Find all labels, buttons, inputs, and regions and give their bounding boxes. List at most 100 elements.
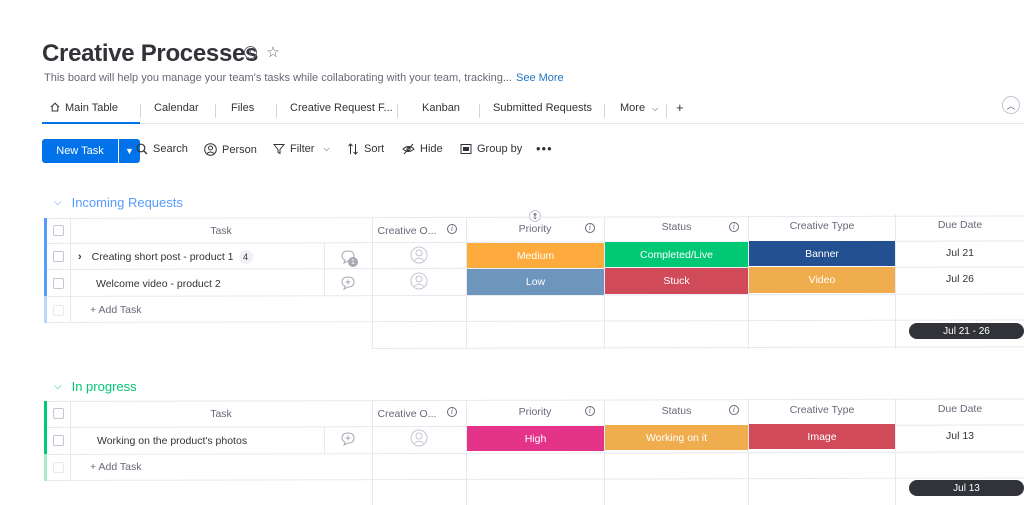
grid-line <box>748 399 749 505</box>
favorite-star-icon[interactable]: ☆ <box>266 44 280 61</box>
due-date-cell[interactable]: Jul 26 <box>945 272 975 285</box>
group-by-button[interactable]: Group by <box>460 143 522 155</box>
grid-line <box>466 401 467 505</box>
add-update-icon[interactable] <box>340 431 356 447</box>
status-cell[interactable]: Completed/Live <box>605 242 748 267</box>
add-task-input[interactable]: + Add Task <box>90 461 142 473</box>
grid-line <box>895 214 896 349</box>
column-info-icon[interactable]: i <box>447 407 457 417</box>
task-name[interactable]: Welcome video - product 2 <box>96 278 221 290</box>
hide-button[interactable]: Hide <box>402 143 443 155</box>
checkbox[interactable] <box>53 305 64 316</box>
tab-divider <box>604 104 605 118</box>
column-header-creative-type[interactable]: Creative Type <box>789 220 855 232</box>
checkbox[interactable] <box>53 278 64 289</box>
creative-type-cell[interactable]: Image <box>749 424 895 449</box>
grid-line <box>46 451 1024 455</box>
column-info-icon[interactable]: i <box>729 222 739 232</box>
tab-divider <box>397 104 398 118</box>
column-info-icon[interactable]: i <box>447 224 457 234</box>
see-more-link[interactable]: See More <box>515 72 564 84</box>
status-cell[interactable]: Working on it <box>605 425 748 450</box>
group-color-bar-faint <box>44 296 47 323</box>
column-header-creative-type[interactable]: Creative Type <box>789 404 855 416</box>
priority-cell[interactable]: Low <box>467 269 604 295</box>
board-description: This board will help you manage your tea… <box>44 72 564 84</box>
column-header-creative-owner[interactable]: Creative O... <box>377 407 437 420</box>
group-by-icon <box>460 144 472 154</box>
checkbox[interactable] <box>53 435 64 446</box>
group-title-incoming-requests[interactable]: ⌵ Incoming Requests <box>54 195 183 210</box>
avatar-placeholder-icon[interactable] <box>410 272 428 290</box>
column-header-creative-owner[interactable]: Creative O... <box>377 224 437 237</box>
more-actions-button[interactable]: ••• <box>536 141 553 156</box>
tab-submitted-requests[interactable]: Submitted Requests <box>493 102 593 114</box>
grid-line <box>324 427 325 454</box>
tab-files[interactable]: Files <box>231 102 255 114</box>
group-name: In progress <box>71 379 137 394</box>
new-task-dropdown[interactable]: ▼ <box>119 139 140 163</box>
group-color-bar-faint <box>44 454 47 481</box>
board-info-icon[interactable]: i <box>244 46 257 59</box>
priority-cell[interactable]: Medium <box>467 243 604 268</box>
checkbox[interactable] <box>53 462 64 473</box>
grid-line <box>895 398 896 505</box>
tab-kanban[interactable]: Kanban <box>422 102 460 114</box>
table-row[interactable]: Working on the product's photos <box>97 434 247 448</box>
checkbox[interactable] <box>53 408 64 419</box>
column-info-icon[interactable]: i <box>585 223 595 233</box>
column-header-status[interactable]: Status <box>661 405 692 417</box>
column-header-priority[interactable]: Priority <box>518 223 552 235</box>
creative-type-cell[interactable]: Banner <box>749 241 895 266</box>
tab-divider <box>479 104 480 118</box>
column-info-icon[interactable]: i <box>585 406 595 416</box>
tab-divider <box>215 104 216 118</box>
tab-calendar[interactable]: Calendar <box>154 102 199 114</box>
column-header-task: Task <box>210 407 232 420</box>
tab-creative-request-form[interactable]: Creative Request F... <box>290 102 393 114</box>
priority-cell[interactable]: High <box>467 426 604 451</box>
person-filter-button[interactable]: Person <box>204 143 257 156</box>
board-description-text: This board will help you manage your tea… <box>44 72 512 84</box>
column-header-due-date[interactable]: Due Date <box>937 403 983 415</box>
task-name[interactable]: Working on the product's photos <box>97 435 248 447</box>
checkbox[interactable] <box>53 225 64 236</box>
tab-main-table[interactable]: Main Table <box>50 102 118 114</box>
grid-line <box>46 319 1024 323</box>
table-row[interactable]: Welcome video - product 2 <box>96 277 221 291</box>
add-view-button[interactable]: + <box>676 100 684 115</box>
grid-line <box>604 217 605 349</box>
subitems-count-badge[interactable]: 4 <box>238 250 253 264</box>
due-date-cell[interactable]: Jul 13 <box>945 429 975 442</box>
filter-button[interactable]: Filter ⌵ <box>273 143 330 155</box>
creative-type-cell[interactable]: Video <box>749 267 895 293</box>
column-info-icon[interactable]: i <box>729 405 739 415</box>
group-title-in-progress[interactable]: ⌵ In progress <box>54 379 137 394</box>
new-task-button[interactable]: New Task <box>42 139 118 163</box>
task-name[interactable]: Creating short post - product 1 <box>91 251 234 263</box>
column-header-priority[interactable]: Priority <box>518 406 552 418</box>
add-update-icon[interactable] <box>340 275 356 291</box>
tab-more-label: More <box>620 102 646 114</box>
board-title: Creative Processes <box>42 40 259 67</box>
search-button[interactable]: Search <box>136 143 188 155</box>
avatar-placeholder-icon[interactable] <box>410 429 428 447</box>
tab-more[interactable]: More ⌵ <box>620 102 658 114</box>
status-cell[interactable]: Stuck <box>605 268 748 294</box>
due-date-summary: Jul 13 <box>909 480 1024 496</box>
avatar-placeholder-icon[interactable] <box>410 246 428 264</box>
column-header-task: Task <box>210 224 232 237</box>
sort-button[interactable]: Sort <box>347 143 384 155</box>
chevron-right-icon[interactable]: › <box>78 251 82 263</box>
collapse-header-button[interactable]: ︿ <box>1002 96 1020 114</box>
grid-line <box>372 218 373 349</box>
grid-line <box>70 401 71 481</box>
table-row[interactable]: › Creating short post - product 1 4 <box>78 250 253 264</box>
column-header-status[interactable]: Status <box>661 221 692 233</box>
checkbox[interactable] <box>53 251 64 262</box>
grid-line <box>604 400 605 505</box>
updates-chat-icon[interactable] <box>340 249 356 265</box>
due-date-cell[interactable]: Jul 21 <box>945 246 975 259</box>
column-header-due-date[interactable]: Due Date <box>937 219 983 231</box>
add-task-input[interactable]: + Add Task <box>90 304 142 316</box>
